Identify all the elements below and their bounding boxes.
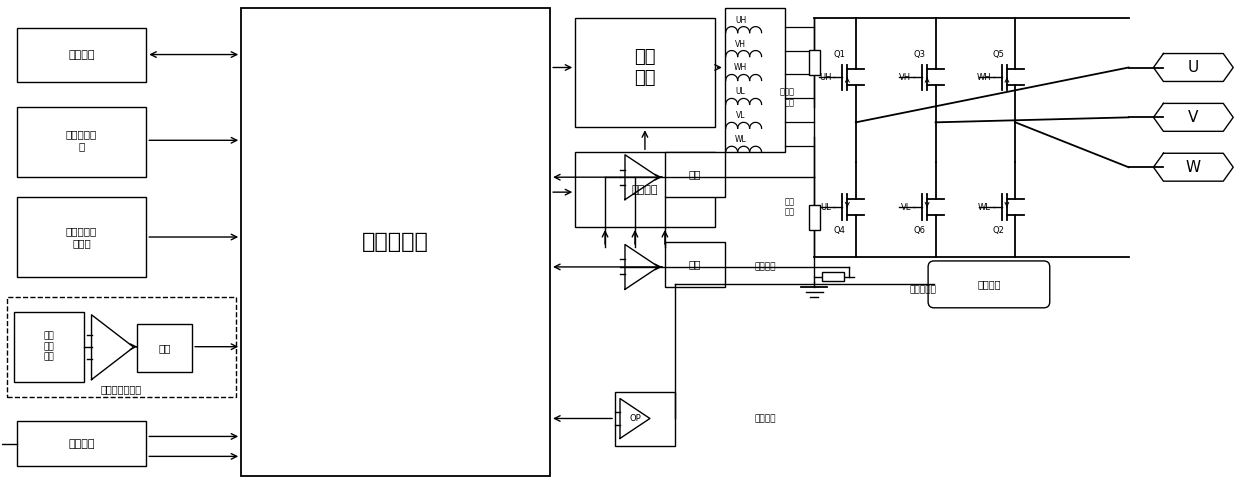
Text: 通信接口: 通信接口 <box>68 50 94 60</box>
Text: VL: VL <box>735 111 745 120</box>
Text: 温度采集: 温度采集 <box>977 279 1001 289</box>
Text: UH: UH <box>818 73 831 82</box>
Bar <box>822 272 844 281</box>
Text: 模拟量输入接口: 模拟量输入接口 <box>100 385 143 395</box>
Text: WH: WH <box>734 64 748 72</box>
Polygon shape <box>620 399 650 439</box>
Text: 电机霍尔信
号接口: 电机霍尔信 号接口 <box>66 226 97 248</box>
Polygon shape <box>92 315 134 380</box>
Bar <box>138 324 192 372</box>
Text: 驱动
电路: 驱动 电路 <box>634 48 656 87</box>
Bar <box>17 197 146 277</box>
Text: WL: WL <box>735 135 746 144</box>
Text: V: V <box>1188 110 1199 125</box>
Text: UL: UL <box>735 87 745 96</box>
Text: WL: WL <box>978 202 991 212</box>
Bar <box>665 242 724 287</box>
Bar <box>14 312 83 382</box>
Bar <box>665 152 724 197</box>
Text: 电流采样: 电流采样 <box>755 262 776 271</box>
Text: 电源转换: 电源转换 <box>68 439 94 449</box>
Text: 程序下载接
口: 程序下载接 口 <box>66 130 97 151</box>
Text: Q2: Q2 <box>993 226 1004 235</box>
FancyBboxPatch shape <box>928 261 1050 308</box>
Bar <box>724 8 785 152</box>
Bar <box>808 204 820 229</box>
Text: VH: VH <box>735 40 746 49</box>
Bar <box>17 421 146 467</box>
Text: Q6: Q6 <box>913 226 925 235</box>
Text: 主控制电路: 主控制电路 <box>362 232 429 252</box>
Text: U: U <box>1188 60 1199 75</box>
Bar <box>575 152 714 227</box>
Text: 电压采
样点: 电压采 样点 <box>780 88 795 107</box>
Polygon shape <box>1153 104 1234 131</box>
Text: 滤波: 滤波 <box>159 343 171 353</box>
Bar <box>808 50 820 75</box>
Polygon shape <box>1153 153 1234 181</box>
Text: 温度采样: 温度采样 <box>755 414 776 423</box>
Bar <box>615 391 675 446</box>
Bar <box>17 27 146 82</box>
Polygon shape <box>1153 54 1234 81</box>
Text: Q5: Q5 <box>993 50 1004 59</box>
Bar <box>6 297 236 397</box>
Text: WH: WH <box>976 73 991 82</box>
Bar <box>17 107 146 177</box>
Text: 滤波: 滤波 <box>688 259 701 269</box>
Text: VH: VH <box>899 73 911 82</box>
Text: VL: VL <box>900 202 911 212</box>
Text: OP: OP <box>629 414 641 423</box>
Text: 电压
采样: 电压 采样 <box>785 198 795 217</box>
Text: W: W <box>1185 160 1200 174</box>
Bar <box>575 18 714 127</box>
Text: 电流采样点: 电流采样点 <box>909 285 936 295</box>
Polygon shape <box>625 244 658 289</box>
Bar <box>241 8 551 476</box>
Text: UL: UL <box>821 202 831 212</box>
Text: Q1: Q1 <box>833 50 846 59</box>
Text: 滤波: 滤波 <box>688 169 701 179</box>
Text: Q3: Q3 <box>913 50 925 59</box>
Text: 电平
衰减
平移: 电平 衰减 平移 <box>43 332 55 362</box>
Text: 保护逻辑: 保护逻辑 <box>631 185 658 195</box>
Polygon shape <box>625 155 658 200</box>
Text: UH: UH <box>735 15 746 25</box>
Text: Q4: Q4 <box>833 226 846 235</box>
